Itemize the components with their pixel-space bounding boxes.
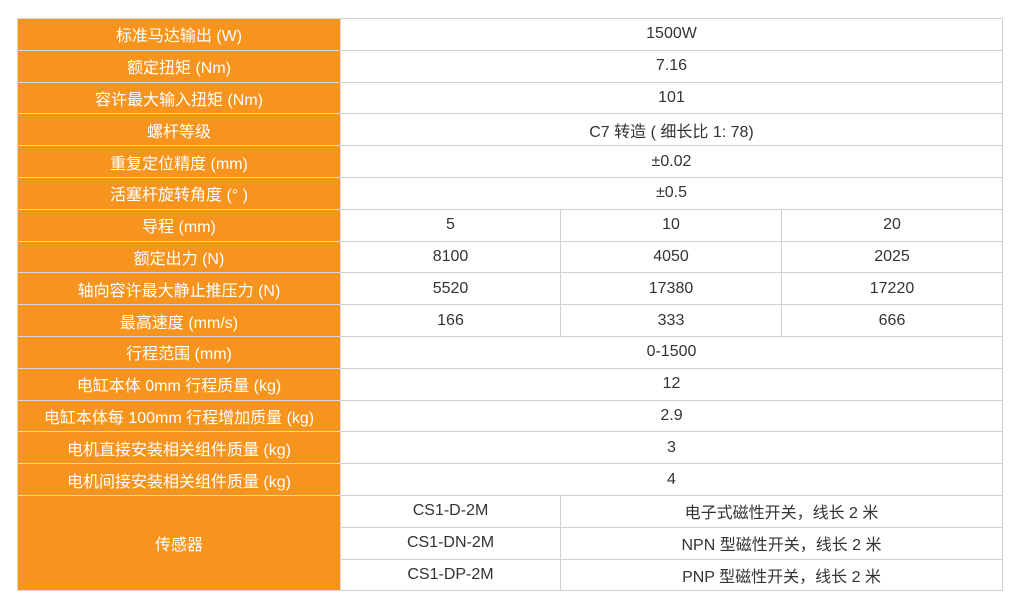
table-row: 螺杆等级 C7 转造 ( 细长比 1: 78) <box>17 113 1003 147</box>
row-value: 20 <box>781 208 1003 242</box>
row-value: 101 <box>340 81 1003 115</box>
row-value: 17220 <box>781 272 1003 306</box>
sensor-row: CS1-DN-2M NPN 型磁性开关，线长 2 米 <box>18 526 1003 560</box>
table-row: 电机间接安装相关组件质量 (kg) 4 <box>17 463 1003 496</box>
sensor-model: CS1-DP-2M <box>340 558 561 592</box>
row-value: 666 <box>781 304 1003 337</box>
sensor-desc: NPN 型磁性开关，线长 2 米 <box>560 526 1003 560</box>
table-row: 电缸本体 0mm 行程质量 (kg) 12 <box>17 367 1003 401</box>
row-value: 8100 <box>340 240 561 274</box>
table-row: 行程范围 (mm) 0-1500 <box>17 335 1003 369</box>
row-value: ±0.02 <box>340 145 1003 178</box>
row-value: 12 <box>340 367 1003 401</box>
row-label: 标准马达输出 (W) <box>17 18 341 51</box>
row-label: 电缸本体每 100mm 行程增加质量 (kg) <box>17 399 341 433</box>
row-label: 最高速度 (mm/s) <box>17 304 341 337</box>
row-label: 额定扭矩 (Nm) <box>17 49 341 83</box>
row-label: 电缸本体 0mm 行程质量 (kg) <box>17 367 341 401</box>
row-label: 螺杆等级 <box>17 113 341 147</box>
row-value: 333 <box>560 304 782 337</box>
row-value: 4050 <box>560 240 782 274</box>
row-label: 活塞杆旋转角度 (° ) <box>17 176 341 210</box>
table-row: 导程 (mm) 5 10 20 <box>17 208 1003 242</box>
sensor-row: CS1-DP-2M PNP 型磁性开关，线长 2 米 <box>18 558 1003 592</box>
table-row: 电机直接安装相关组件质量 (kg) 3 <box>17 431 1003 465</box>
row-value: 1500W <box>340 18 1003 51</box>
row-value: 2.9 <box>340 399 1003 433</box>
sensor-label: 传感器 <box>17 494 341 592</box>
row-value: 2025 <box>781 240 1003 274</box>
row-value: 3 <box>340 431 1003 465</box>
table-row: 电缸本体每 100mm 行程增加质量 (kg) 2.9 <box>17 399 1003 433</box>
table-row: 标准马达输出 (W) 1500W <box>17 18 1003 51</box>
sensor-row: 传感器 CS1-D-2M 电子式磁性开关，线长 2 米 <box>17 494 1003 592</box>
table-row: 容许最大输入扭矩 (Nm) 101 <box>17 81 1003 115</box>
row-value: 7.16 <box>340 49 1003 83</box>
sensor-model: CS1-D-2M <box>340 494 561 528</box>
row-value: 166 <box>340 304 561 337</box>
row-value: 5 <box>340 208 561 242</box>
row-label: 轴向容许最大静止推压力 (N) <box>17 272 341 306</box>
row-value: ±0.5 <box>340 176 1003 210</box>
row-value: 0-1500 <box>340 335 1003 369</box>
row-value: 10 <box>560 208 782 242</box>
row-value: 5520 <box>340 272 561 306</box>
table-row: 轴向容许最大静止推压力 (N) 5520 17380 17220 <box>17 272 1003 306</box>
row-label: 电机间接安装相关组件质量 (kg) <box>17 463 341 496</box>
table-row: 额定出力 (N) 8100 4050 2025 <box>17 240 1003 274</box>
table-row: 活塞杆旋转角度 (° ) ±0.5 <box>17 176 1003 210</box>
row-label: 额定出力 (N) <box>17 240 341 274</box>
sensor-desc: PNP 型磁性开关，线长 2 米 <box>560 558 1003 592</box>
row-value: 4 <box>340 463 1003 496</box>
row-label: 导程 (mm) <box>17 208 341 242</box>
row-value: C7 转造 ( 细长比 1: 78) <box>340 113 1003 147</box>
row-label: 容许最大输入扭矩 (Nm) <box>17 81 341 115</box>
row-label: 重复定位精度 (mm) <box>17 145 341 178</box>
sensor-desc: 电子式磁性开关，线长 2 米 <box>560 494 1003 528</box>
table-row: 最高速度 (mm/s) 166 333 666 <box>17 304 1003 337</box>
row-label: 电机直接安装相关组件质量 (kg) <box>17 431 341 465</box>
row-label: 行程范围 (mm) <box>17 335 341 369</box>
row-value: 17380 <box>560 272 782 306</box>
spec-table: 标准马达输出 (W) 1500W 额定扭矩 (Nm) 7.16 容许最大输入扭矩 (Nm… <box>17 18 1003 592</box>
table-row: 重复定位精度 (mm) ±0.02 <box>17 145 1003 178</box>
sensor-model: CS1-DN-2M <box>340 526 561 560</box>
table-row: 额定扭矩 (Nm) 7.16 <box>17 49 1003 83</box>
